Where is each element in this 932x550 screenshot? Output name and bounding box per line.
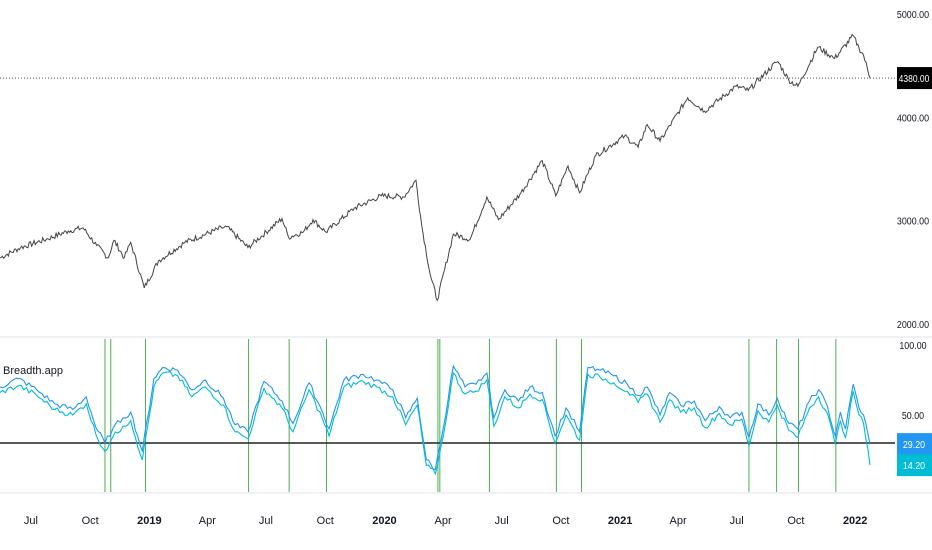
indicator-axis-tick-label: 100.00: [899, 340, 927, 352]
time-axis-tick-label: 2020: [372, 515, 396, 527]
last-price-badge-background: [897, 67, 932, 90]
indicator-value-badges: 29.20 14.20: [897, 433, 932, 477]
time-axis-tick-label: 2019: [137, 515, 161, 527]
time-axis[interactable]: Jul Oct 2019 Apr Jul Oct 2020 Apr Jul Oct 2021 Apr J…: [24, 515, 868, 527]
time-axis-tick-label: Oct: [82, 515, 99, 527]
time-axis-tick-label: Jul: [259, 515, 273, 527]
price-axis[interactable]: 5000.00 4000.00 3000.00 2000.00: [897, 9, 930, 331]
signal-lines: [104, 339, 837, 492]
time-axis-tick-label: 2021: [608, 515, 632, 527]
breadth-series-line-primary: [0, 364, 871, 471]
time-axis-tick-label: Oct: [317, 515, 334, 527]
price-axis-tick-label: 5000.00: [897, 9, 930, 21]
time-axis-tick-label: Jul: [495, 515, 509, 527]
indicator-value-badge: [897, 454, 932, 477]
indicator-name-label[interactable]: Breadth.app: [3, 365, 63, 377]
breadth-series-line-secondary: [0, 371, 871, 476]
time-axis-tick-label: Apr: [670, 515, 687, 527]
time-axis-tick-label: 2022: [843, 515, 867, 527]
indicator-value-badge: [897, 433, 932, 456]
time-axis-tick-label: Oct: [552, 515, 569, 527]
price-pane[interactable]: 5000.00 4000.00 3000.00 2000.00 4380.00: [0, 9, 932, 331]
time-axis-tick-label: Apr: [434, 515, 451, 527]
indicator-pane[interactable]: Breadth.app 100.00 50.00 29.20 14.20: [0, 339, 932, 492]
price-axis-tick-label: 3000.00: [897, 216, 930, 228]
time-axis-tick-label: Jul: [24, 515, 38, 527]
time-axis-tick-label: Apr: [199, 515, 216, 527]
time-axis-tick-label: Oct: [787, 515, 804, 527]
indicator-value-label: 14.20: [903, 460, 926, 472]
price-axis-tick-label: 2000.00: [897, 319, 930, 331]
price-series-line: [0, 33, 871, 302]
time-axis-tick-label: Jul: [730, 515, 744, 527]
indicator-axis[interactable]: 100.00 50.00: [899, 340, 927, 422]
indicator-value-label: 29.20: [903, 439, 926, 451]
last-price-badge: 4380.00: [897, 67, 932, 90]
indicator-axis-tick-label: 50.00: [902, 410, 925, 422]
price-axis-tick-label: 4000.00: [897, 113, 930, 125]
last-price-label: 4380.00: [899, 73, 930, 84]
